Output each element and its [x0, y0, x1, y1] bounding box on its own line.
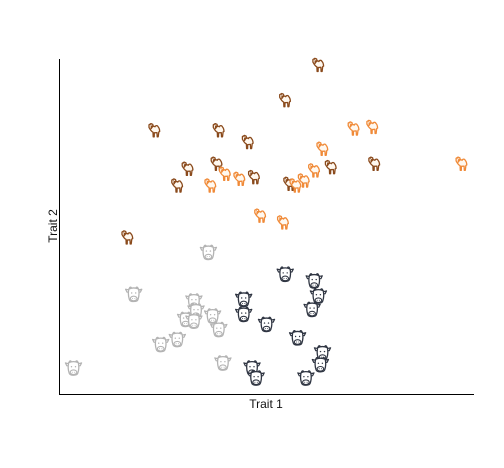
cow-point-icon [303, 301, 321, 318]
camel-point-icon [347, 121, 360, 136]
camel-point-icon [279, 92, 292, 108]
cow-point-icon [199, 244, 218, 261]
points-layer [64, 57, 468, 386]
cow-point-icon [288, 329, 307, 346]
camel-point-icon [276, 215, 289, 230]
cow-point-icon [276, 266, 294, 283]
cow-point-icon [234, 291, 253, 308]
x-axis-title: Trait 1 [249, 397, 283, 411]
cow-point-icon [305, 273, 323, 289]
cow-point-icon [214, 355, 232, 371]
camel-point-icon [204, 178, 217, 193]
cow-point-icon [297, 370, 315, 386]
camel-point-icon [324, 159, 337, 175]
cow-point-icon [257, 316, 276, 333]
cow-point-icon [234, 306, 253, 323]
cow-point-icon [151, 336, 170, 353]
cow-point-icon [247, 370, 265, 386]
camel-point-icon [247, 169, 260, 185]
cow-point-icon [124, 286, 143, 303]
camel-point-icon [121, 230, 134, 245]
camel-point-icon [148, 122, 161, 138]
camel-point-icon [312, 57, 325, 73]
cow-point-icon [309, 288, 328, 304]
y-axis-title: Trait 2 [46, 209, 60, 243]
cow-point-icon [64, 360, 83, 376]
camel-point-icon [181, 161, 194, 176]
camel-point-icon [241, 134, 254, 150]
camel-point-icon [368, 156, 381, 171]
cow-point-icon [203, 308, 222, 324]
camel-point-icon [254, 208, 267, 223]
camel-point-icon [366, 119, 379, 135]
camel-point-icon [455, 156, 468, 171]
camel-point-icon [218, 166, 231, 182]
cow-point-icon [311, 356, 330, 373]
camel-point-icon [233, 171, 246, 187]
cow-point-icon [210, 321, 228, 338]
cow-point-icon [168, 331, 187, 348]
camel-point-icon [212, 122, 225, 138]
camel-point-icon [316, 141, 329, 156]
camel-point-icon [171, 178, 184, 193]
camel-point-icon [308, 163, 321, 178]
